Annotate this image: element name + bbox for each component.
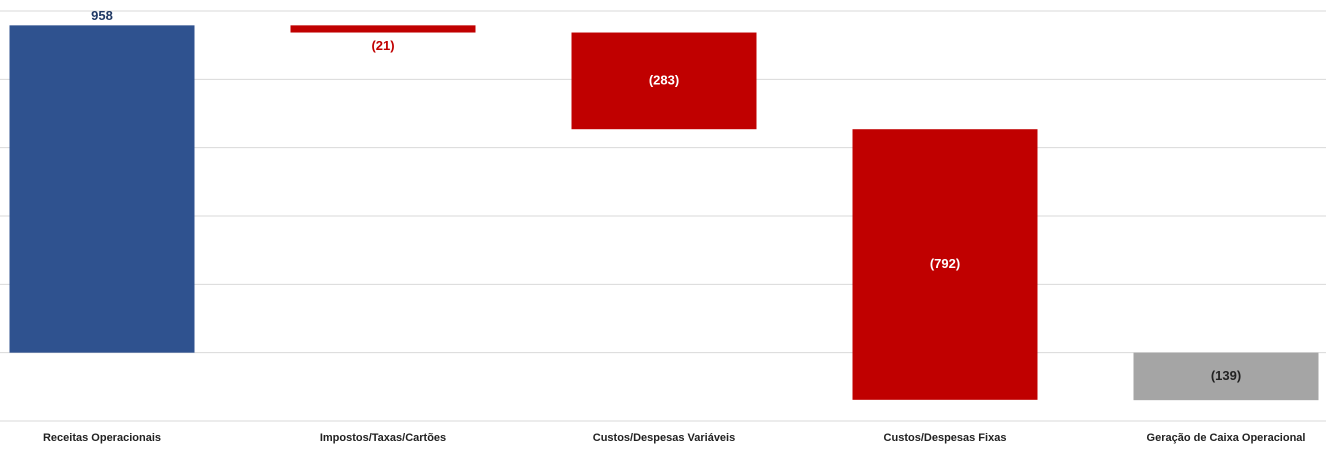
data-label: (21) (371, 38, 394, 53)
bar (9, 25, 195, 353)
x-tick-label: Receitas Operacionais (43, 432, 161, 444)
bar (290, 25, 476, 33)
bar (1133, 352, 1319, 401)
x-tick-label: Custos/Despesas Variáveis (593, 432, 735, 444)
x-tick-label: Geração de Caixa Operacional (1147, 432, 1306, 444)
x-tick-label: Custos/Despesas Fixas (884, 432, 1007, 444)
x-tick-label: Impostos/Taxas/Cartões (320, 432, 446, 444)
data-label: (283) (649, 72, 679, 87)
bar (571, 32, 757, 130)
data-label: (139) (1211, 368, 1241, 383)
bar (852, 129, 1038, 400)
data-label: 958 (91, 8, 113, 23)
data-label: (792) (930, 256, 960, 271)
